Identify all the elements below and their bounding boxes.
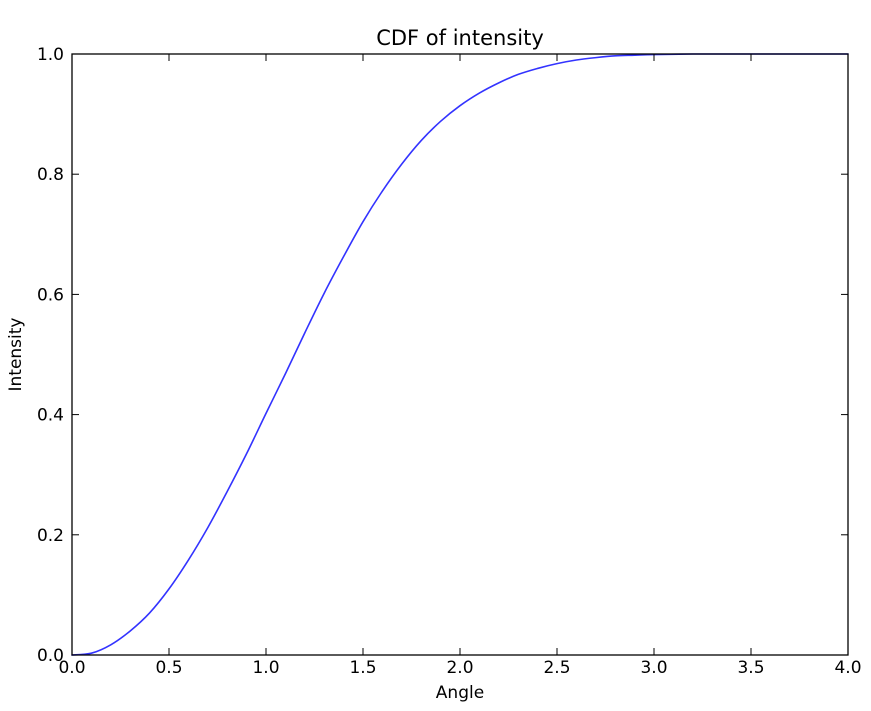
x-tick-label: 0.0 [58,658,85,678]
x-tick-label: 2.0 [446,658,473,678]
y-tick-label: 0.8 [37,165,64,185]
y-axis-label: Intensity [6,318,26,392]
x-tick-label: 4.0 [834,658,861,678]
y-tick-label: 1.0 [37,45,64,65]
x-tick-label: 0.5 [155,658,182,678]
x-tick-label: 3.5 [737,658,764,678]
x-tick-label: 1.5 [349,658,376,678]
y-tick-label: 0.4 [37,406,64,426]
plot-background [72,54,848,655]
plot-frame [71,53,849,656]
tick-label-layer: 0.0 0.5 1.0 1.5 2.0 2.5 3.0 3.5 4.0 0.0 0.2 0.4 0.6 0… [37,45,862,678]
y-tick-label: 0.2 [37,526,64,546]
x-tick-label: 2.5 [543,658,570,678]
x-tick-label: 3.0 [640,658,667,678]
x-tick-label: 1.0 [252,658,279,678]
plot-area [71,53,849,656]
y-tick-label: 0.6 [37,285,64,305]
series-layer [71,53,849,656]
x-axis-label: Angle [436,683,484,703]
chart-title: CDF of intensity [376,26,544,50]
y-tick-label: 0.0 [37,646,64,666]
cdf-series-line [71,53,849,656]
